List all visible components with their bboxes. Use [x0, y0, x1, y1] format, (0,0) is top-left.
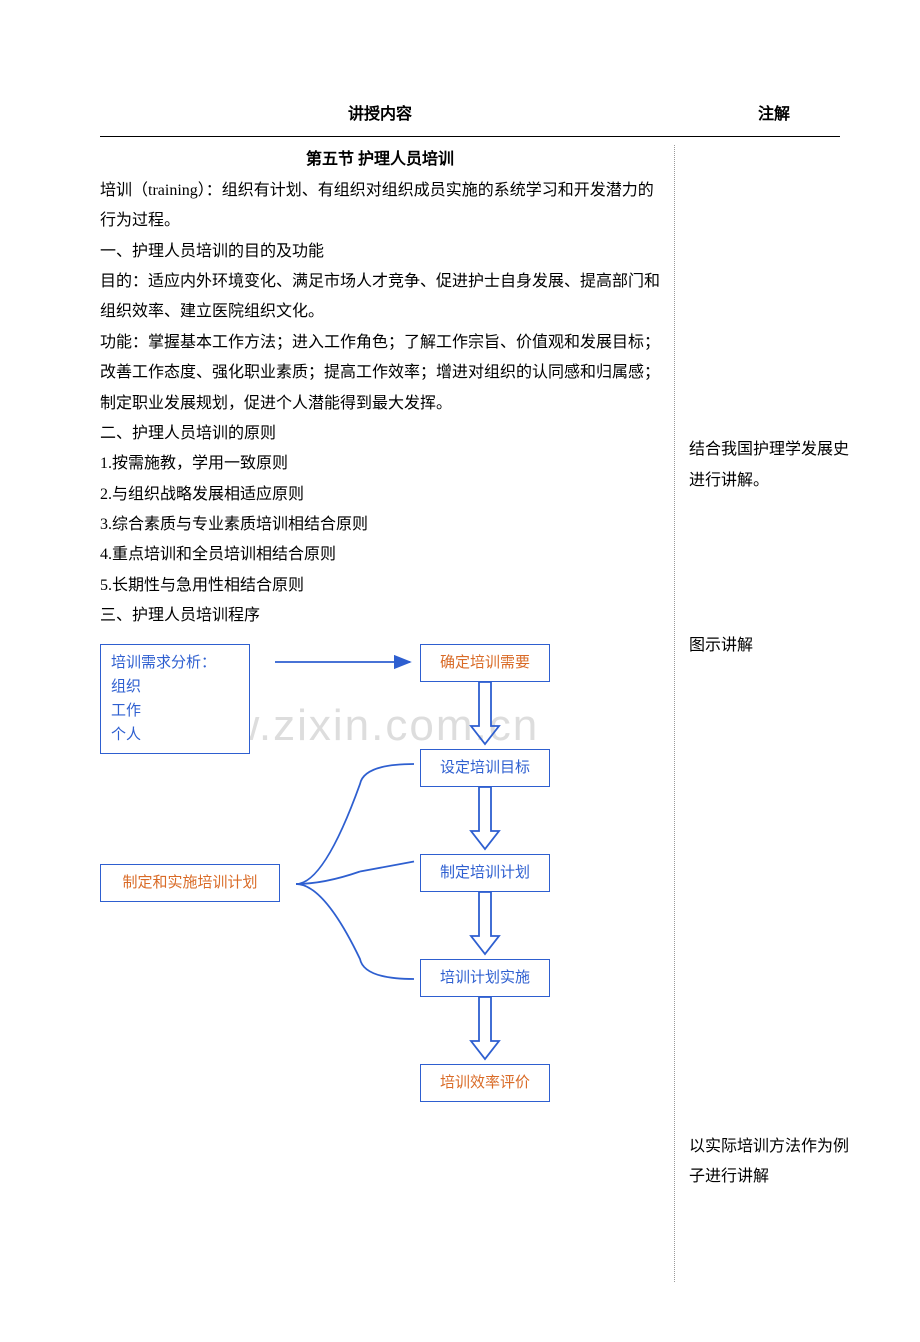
annotation: 以实际培训方法作为例子进行讲解 — [689, 1132, 859, 1193]
paragraph: 4.重点培训和全员培训相结合原则 — [100, 540, 660, 570]
table-header: 讲授内容 注解 — [100, 100, 840, 137]
paragraph: 3.综合素质与专业素质培训相结合原则 — [100, 510, 660, 540]
flow-box-plan: 制定和实施培训计划 — [100, 864, 280, 902]
flow-box-m5: 培训效率评价 — [420, 1064, 550, 1102]
flow-box-m4: 培训计划实施 — [420, 959, 550, 997]
flow-box-m3: 制定培训计划 — [420, 854, 550, 892]
paragraph: 二、护理人员培训的原则 — [100, 419, 660, 449]
flow-box-m1: 确定培训需要 — [420, 644, 550, 682]
page-layout: 第五节 护理人员培训 培训（training）：组织有计划、有组织对组织成员实施… — [100, 145, 840, 1282]
paragraph: 功能：掌握基本工作方法；进入工作角色；了解工作宗旨、价值观和发展目标；改善工作态… — [100, 328, 660, 419]
annotation-column: 结合我国护理学发展史进行讲解。 图示讲解 以实际培训方法作为例子进行讲解 — [689, 145, 859, 1282]
flow-box-m2: 设定培训目标 — [420, 749, 550, 787]
column-divider — [674, 145, 675, 1282]
header-left: 讲授内容 — [100, 100, 660, 130]
paragraph: 2.与组织战略发展相适应原则 — [100, 480, 660, 510]
flowchart: www.zixin.com.cn 培训需求分析：组织工作个人制定和实施培训计划确… — [100, 644, 660, 1184]
paragraph: 1.按需施教，学用一致原则 — [100, 449, 660, 479]
paragraph: 5.长期性与急用性相结合原则 — [100, 571, 660, 601]
paragraph: 培训（training）：组织有计划、有组织对组织成员实施的系统学习和开发潜力的… — [100, 176, 660, 237]
paragraph: 目的：适应内外环境变化、满足市场人才竞争、促进护士自身发展、提高部门和组织效率、… — [100, 267, 660, 328]
section-title: 第五节 护理人员培训 — [100, 145, 660, 175]
paragraph: 一、护理人员培训的目的及功能 — [100, 237, 660, 267]
header-right: 注解 — [689, 100, 859, 130]
flow-box-needs: 培训需求分析：组织工作个人 — [100, 644, 250, 754]
content-column: 第五节 护理人员培训 培训（training）：组织有计划、有组织对组织成员实施… — [100, 145, 660, 1282]
annotation: 图示讲解 — [689, 631, 859, 661]
paragraph: 三、护理人员培训程序 — [100, 601, 660, 631]
annotation: 结合我国护理学发展史进行讲解。 — [689, 435, 859, 496]
